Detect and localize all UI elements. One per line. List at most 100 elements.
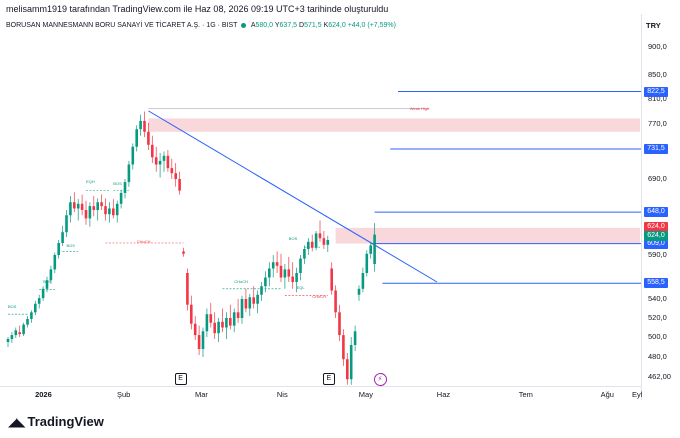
candle-body	[104, 206, 107, 215]
time-axis-separator	[0, 386, 641, 387]
candle-body	[45, 280, 49, 289]
candle-body	[73, 202, 76, 209]
market-status-icon	[241, 22, 247, 28]
candle-body	[244, 299, 248, 309]
candle-body	[346, 359, 349, 380]
x-tick-label: Şub	[117, 390, 131, 399]
candle-body	[322, 238, 326, 245]
candle-body	[310, 241, 314, 248]
candle-body	[143, 120, 146, 132]
structure-annotation: BOS	[43, 279, 52, 285]
candle-body	[131, 146, 135, 165]
candle-body	[326, 240, 330, 245]
candle-body	[127, 164, 131, 183]
candle-body	[221, 321, 224, 328]
candle-body	[357, 288, 361, 295]
earnings-event-icon[interactable]: E	[322, 373, 335, 385]
candle-body	[139, 120, 142, 130]
candle-body	[119, 192, 123, 204]
candle-body	[147, 131, 150, 145]
chart-plot[interactable]	[0, 0, 641, 386]
candle-body	[108, 208, 111, 215]
candle-body	[205, 314, 209, 332]
close-label: K	[323, 22, 329, 29]
candle-body	[151, 144, 154, 158]
candle-body	[252, 297, 255, 304]
candle-body	[209, 314, 213, 323]
structure-annotation: CHoCH	[136, 239, 151, 245]
candle-body	[69, 202, 72, 216]
price-tag: 609,0	[644, 238, 668, 249]
structure-annotation: BOS	[8, 304, 17, 310]
candle-body	[115, 203, 119, 216]
candle-body	[84, 210, 88, 219]
structure-annotation: CHoCH	[312, 293, 326, 299]
candle-body	[123, 182, 127, 193]
candle-body	[112, 208, 115, 216]
close-value: 624,0	[328, 22, 346, 29]
candle-body	[349, 345, 353, 380]
candle-body	[96, 202, 99, 210]
candle-body	[256, 294, 259, 304]
low-value: 571,5	[304, 22, 322, 29]
y-tick-label: 810,0	[648, 94, 667, 103]
candle-body	[338, 312, 341, 336]
high-value: 637,5	[279, 22, 298, 29]
candle-body	[193, 323, 197, 336]
dividend-event-icon[interactable]: ⚡	[373, 373, 387, 386]
candle-body	[279, 265, 283, 278]
x-tick-label: Ağu	[600, 390, 614, 399]
y-tick-label: 900,0	[648, 42, 667, 51]
candle-body	[334, 290, 337, 313]
candle-body	[299, 258, 302, 273]
high-label: Y	[274, 22, 280, 29]
tradingview-brand: TradingView	[27, 414, 104, 429]
candle-body	[166, 155, 170, 169]
candle-body	[37, 298, 41, 304]
supply-zone-1	[335, 227, 640, 244]
y-tick-label: 770,0	[648, 119, 667, 128]
symbol-title[interactable]: BORUSAN MANNESMANN BORU SANAYİ VE TİCARE…	[6, 22, 238, 29]
candle-body	[92, 206, 96, 210]
earnings-event-icon[interactable]: E	[174, 373, 187, 385]
x-tick-label: May	[358, 390, 373, 399]
open-value: 580,0	[255, 22, 274, 29]
price-tag: 822,5	[644, 86, 668, 97]
x-tick-label: Eyl	[632, 390, 643, 399]
candle-body	[201, 331, 205, 349]
candle-body	[229, 318, 232, 326]
currency-label[interactable]: TRY	[646, 21, 661, 30]
candle-body	[295, 273, 298, 282]
candle-body	[275, 262, 279, 266]
candle-body	[100, 202, 103, 207]
candle-body	[291, 276, 294, 282]
candle-body	[307, 241, 310, 249]
y-tick-label: 850,0	[648, 70, 667, 79]
candle-body	[264, 277, 267, 287]
candle-body	[260, 286, 263, 295]
structure-annotation: BOS	[288, 235, 298, 241]
tradingview-logo: ◢◣ TradingView	[8, 414, 104, 429]
candle-body	[373, 234, 376, 264]
open-label: A	[250, 22, 256, 29]
structure-annotation: EQL	[296, 284, 305, 290]
candle-body	[361, 273, 365, 289]
low-label: D	[299, 22, 305, 29]
candle-body	[236, 312, 240, 318]
candle-body	[30, 312, 33, 319]
candle-body	[217, 321, 220, 334]
x-tick-label: 2026	[35, 390, 52, 399]
candle-body	[158, 160, 162, 165]
candle-body	[10, 335, 14, 339]
candle-body	[197, 335, 201, 349]
y-tick-label: 690,0	[648, 174, 667, 183]
candle-body	[303, 249, 306, 259]
candle-body	[190, 304, 193, 324]
candle-body	[268, 268, 271, 278]
candle-body	[213, 322, 216, 334]
candle-body	[182, 251, 185, 254]
candle-body	[330, 268, 333, 291]
candle-body	[14, 330, 18, 336]
candle-body	[225, 318, 228, 328]
x-tick-label: Mar	[195, 390, 208, 399]
